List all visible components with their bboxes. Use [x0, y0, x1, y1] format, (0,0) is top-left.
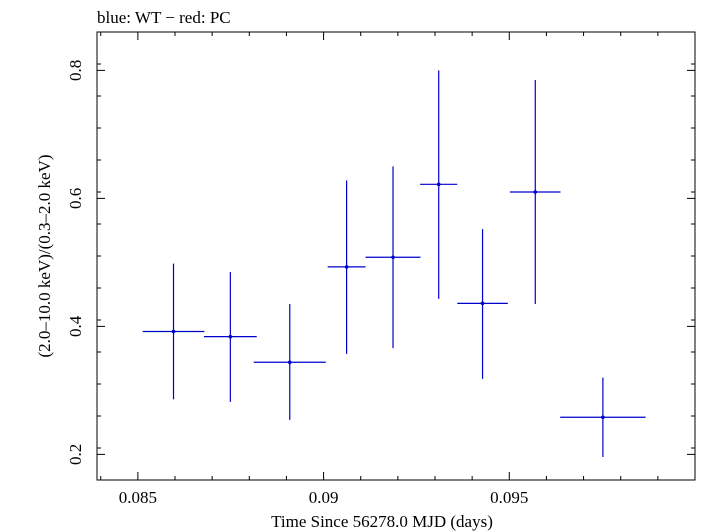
x-tick-label: 0.085 [119, 488, 157, 507]
point-marker [287, 360, 292, 365]
point-marker [171, 329, 176, 334]
point-marker [391, 255, 395, 260]
point-marker [533, 190, 538, 194]
point-marker [228, 334, 233, 339]
axis-ticks [97, 31, 696, 481]
data-point [420, 70, 458, 299]
point-marker [436, 182, 441, 187]
plot-frame [96, 31, 696, 481]
data-point [253, 304, 326, 420]
data-point [365, 166, 421, 349]
data-point [203, 272, 257, 402]
data-point [560, 377, 646, 457]
data-point [457, 229, 508, 379]
y-tick-label: 0.4 [66, 315, 85, 337]
point-marker [344, 265, 349, 269]
tick-labels: 0.085 0.09 0.095 0.2 0.4 0.6 0.8 [66, 60, 528, 507]
chart-title: blue: WT − red: PC [97, 8, 231, 27]
data-point [510, 80, 561, 304]
x-tick-label: 0.095 [490, 488, 528, 507]
data-point [327, 180, 366, 354]
y-tick-label: 0.8 [66, 60, 85, 81]
data-points [142, 70, 646, 457]
y-tick-label: 0.2 [66, 444, 85, 465]
y-tick-label: 0.6 [66, 188, 85, 209]
x-axis-label: Time Since 56278.0 MJD (days) [271, 512, 493, 531]
data-point [142, 263, 205, 400]
y-axis-label: (2.0–10.0 keV)/(0.3–2.0 keV) [35, 154, 54, 357]
point-marker [601, 415, 605, 420]
point-marker [480, 301, 485, 306]
x-tick-label: 0.09 [309, 488, 339, 507]
